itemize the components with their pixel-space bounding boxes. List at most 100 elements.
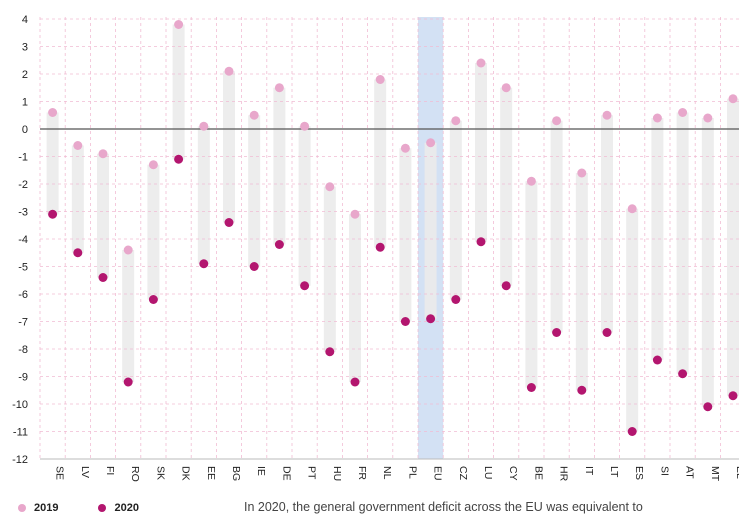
x-tick-label-se: SE [54,466,66,480]
y-tick-label: -12 [12,454,28,466]
point-2019-lv [73,141,83,150]
range-bar-hr [550,120,563,333]
point-2020-ee [199,259,209,269]
range-bar-pt [298,126,311,286]
point-2020-bg [224,218,234,227]
point-2019-sk [148,160,158,170]
point-2019-dk [174,20,184,29]
x-axis-labels: SE LV FI RO SK DK EE BG IE DE PT HU FR NL PL EU CZ LU CY BE… [54,466,739,482]
point-2020-es [627,427,637,436]
x-tick-label-be: BE [532,466,544,480]
y-tick-label: -10 [12,399,28,411]
y-tick-label: 2 [22,69,28,81]
legend-label-2020: 2020 [114,502,139,514]
range-bar-nl [374,79,387,248]
range-bar-ie [248,115,261,267]
x-tick-label-hr: HR [558,466,570,482]
x-tick-label-hu: HU [331,466,343,481]
point-2020-fr [350,377,360,387]
range-bar-at [676,112,689,374]
x-tick-label-ro: RO [129,466,141,482]
x-tick-label-de: DE [280,466,292,481]
point-2019-eu [426,138,436,148]
range-bar-mt [701,118,714,407]
x-tick-label-lv: LV [79,466,91,478]
range-bar-pl [399,148,412,322]
range-bar-si [651,118,664,360]
x-tick-label-ie: IE [255,466,267,476]
point-2020-cy [501,281,511,291]
y-tick-label: -9 [18,372,28,384]
y-tick-label: 3 [22,42,28,54]
range-bar-it [575,173,588,391]
range-bar-fi [97,153,109,278]
range-bar-es [626,208,639,432]
point-2019-de [274,83,284,93]
point-2020-lu [476,237,486,247]
data-points [48,20,738,436]
y-tick-label: -3 [18,207,28,219]
y-tick-label: 0 [22,124,28,136]
range-bar-lv [71,145,84,253]
point-2020-sk [148,295,158,304]
y-tick-label: -6 [18,289,28,301]
deficit-chart: 4 3 2 1 0 -1 -2 -3 -4 -5 -6 -7 -8 -9 -10 -11 -12 SE LV FI R… [12,14,739,482]
legend-dot-2020 [98,504,107,512]
y-tick-label: -1 [18,152,28,164]
x-tick-label-sk: SK [154,466,166,480]
range-bar-eu [424,142,437,319]
y-tick-label: -5 [18,262,28,274]
gridlines [39,17,739,460]
point-2019-cy [501,83,511,93]
range-bar-bg [223,71,235,223]
point-2019-hr [552,116,562,126]
x-tick-label-dk: DK [180,466,192,481]
y-tick-label: -8 [18,344,28,356]
point-2019-at [678,108,688,117]
zero-line [40,128,739,460]
y-tick-label: -4 [18,234,28,246]
point-2019-mt [703,113,713,123]
legend-label-2019: 2019 [34,502,59,514]
range-bar-ee [197,126,210,264]
point-2019-ie [249,110,259,120]
y-tick-label: -2 [18,179,28,191]
point-2020-se [48,209,58,219]
x-tick-label-ee: EE [205,466,217,480]
legend-dot-2019 [18,504,26,512]
point-2020-lt [602,328,612,337]
x-tick-label-fi: FI [104,466,116,475]
point-2019-se [48,108,58,117]
point-2019-ro [123,245,133,255]
point-2020-mt [703,402,713,412]
y-tick-label: 4 [22,14,28,26]
y-axis-labels: 4 3 2 1 0 -1 -2 -3 -4 -5 -6 -7 -8 -9 -10 -11 -12 [12,14,28,466]
point-2020-at [678,369,688,379]
point-2019-bg [224,66,234,76]
range-bar-cz [449,120,462,300]
point-2019-be [526,176,536,186]
point-2019-ee [199,121,209,131]
range-bar-lt [601,115,613,333]
point-2020-pt [300,281,310,291]
point-2019-fr [350,209,360,219]
point-2019-lt [602,110,612,120]
point-2020-pl [400,317,410,326]
point-2019-hu [325,182,335,192]
point-2019-nl [375,75,385,84]
point-2020-el [728,391,738,401]
range-bar-be [525,181,538,388]
point-2020-it [577,385,587,395]
point-2020-be [526,383,536,392]
point-2019-fi [98,149,108,159]
x-tick-label-nl: NL [381,466,393,480]
point-2020-nl [375,242,385,252]
point-2019-it [577,168,587,178]
range-bar-cy [500,87,513,286]
point-2020-ie [249,262,259,271]
point-2020-eu [426,314,436,324]
x-tick-label-at: AT [684,466,696,479]
point-2019-pl [400,143,410,153]
x-tick-label-cy: CY [507,466,519,481]
point-2019-pt [300,121,310,131]
